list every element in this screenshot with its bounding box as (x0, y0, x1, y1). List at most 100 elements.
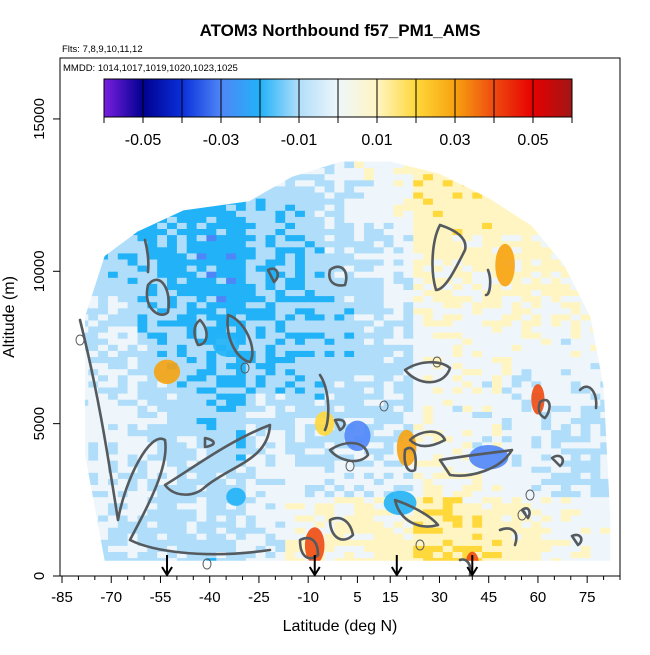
heatmap-cell (137, 490, 148, 498)
heatmap-cell (255, 515, 267, 522)
heatmap-cell (226, 411, 237, 418)
heatmap-cell (245, 393, 257, 400)
heatmap-cell (610, 210, 620, 217)
heatmap-cell (521, 198, 532, 205)
heatmap-cell (186, 368, 198, 376)
heatmap-cell (590, 259, 601, 266)
heatmap-cell (580, 210, 591, 217)
heatmap-cell (216, 490, 227, 498)
heatmap-cell (364, 259, 375, 266)
heatmap-cell (570, 502, 582, 510)
heatmap-cell (531, 210, 542, 217)
heatmap-cell (531, 478, 542, 485)
y-axis-title: Altitude (m) (1, 276, 18, 358)
heatmap-cell (206, 271, 217, 278)
heatmap-cell (482, 368, 493, 376)
heatmap-cell (157, 356, 168, 364)
heatmap-cell (186, 167, 198, 175)
heatmap-cell (324, 240, 335, 248)
heatmap-cell (127, 551, 138, 559)
heatmap-cell (423, 570, 433, 577)
heatmap-cell (157, 289, 168, 297)
heatmap-cell (128, 570, 138, 577)
heatmap-cell (137, 405, 148, 412)
heatmap-cell (127, 527, 138, 534)
heatmap-cell (167, 161, 178, 162)
heatmap-cell (472, 496, 483, 504)
heatmap-cell (226, 484, 237, 492)
heatmap-cell (314, 161, 326, 162)
heatmap-cell (216, 399, 227, 406)
heatmap-cell (373, 314, 385, 321)
contour-line (578, 385, 598, 410)
heatmap-cell (344, 332, 355, 339)
heatmap-cell (255, 210, 267, 217)
heatmap-cell (560, 350, 572, 357)
heatmap-cell (570, 234, 582, 242)
heatmap-cell (462, 338, 473, 345)
heatmap-cell (541, 283, 552, 290)
heatmap-cell (580, 259, 591, 266)
contour-line (520, 507, 531, 520)
heatmap-cell (147, 314, 158, 321)
heatmap-cell (117, 307, 129, 315)
heatmap-cell (88, 149, 98, 156)
heatmap-cell (492, 289, 503, 297)
heatmap-cell (137, 393, 148, 400)
heatmap-cell (492, 405, 503, 412)
heatmap-cell (84, 496, 89, 504)
heatmap-cell (196, 283, 207, 290)
heatmap-cell (216, 545, 227, 552)
heatmap-cell (452, 490, 463, 498)
heatmap-cell (383, 307, 395, 315)
heatmap-cell (482, 301, 493, 309)
heatmap-cell (590, 186, 601, 193)
heatmap-cell (236, 484, 247, 492)
heatmap-cell (462, 533, 473, 540)
heatmap-cell (285, 496, 296, 504)
heatmap-cell (432, 216, 444, 223)
heatmap-cell (84, 173, 89, 181)
heatmap-cell (531, 417, 542, 425)
heatmap-cell (265, 435, 276, 443)
heatmap-cell (236, 509, 247, 516)
heatmap-cell (531, 539, 542, 546)
heatmap-cell (354, 393, 365, 400)
heatmap-cell (167, 405, 178, 412)
heatmap-cell (551, 545, 562, 552)
heatmap-cell (521, 253, 532, 260)
heatmap-cell (482, 509, 493, 516)
heatmap-cell (344, 307, 355, 315)
heatmap-cell (275, 564, 285, 571)
heatmap-cell (560, 228, 572, 236)
heatmap-cell (304, 204, 316, 211)
heatmap-cell (265, 283, 276, 290)
heatmap-cell (186, 441, 198, 449)
heatmap-cell (501, 222, 513, 229)
heatmap-cell (531, 435, 542, 443)
heatmap-cell (551, 570, 561, 577)
heatmap-cell (344, 289, 355, 297)
heatmap-cell (226, 521, 237, 528)
heatmap-cell (393, 466, 404, 473)
heatmap-cell (295, 381, 306, 388)
heatmap-cell (432, 344, 444, 351)
heatmap-cell (472, 253, 483, 260)
heatmap-cell (246, 570, 256, 577)
heatmap-cell (560, 338, 572, 345)
heatmap-cell (147, 387, 158, 394)
heatmap-cell (570, 198, 582, 205)
heatmap-cell (275, 149, 285, 156)
heatmap-cell (610, 156, 620, 163)
heatmap-cell (285, 460, 296, 467)
heatmap-cell (442, 515, 454, 522)
heatmap-cell (442, 551, 454, 559)
heatmap-cell (432, 295, 444, 303)
heatmap-cell (315, 149, 325, 156)
heatmap-cell (472, 314, 483, 321)
heatmap-cell (393, 521, 404, 528)
heatmap-cell (138, 564, 148, 571)
heatmap-cell (472, 551, 483, 559)
heatmap-cell (541, 314, 552, 321)
heatmap-cell (196, 454, 207, 461)
